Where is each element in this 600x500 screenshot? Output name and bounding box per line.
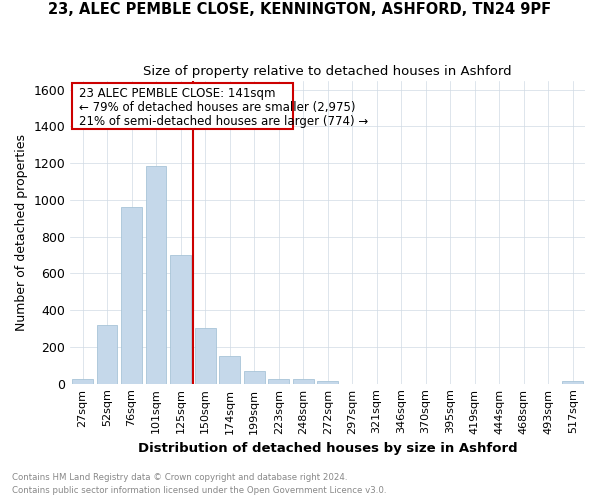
- Y-axis label: Number of detached properties: Number of detached properties: [15, 134, 28, 330]
- Bar: [293, 379, 314, 384]
- Bar: [121, 208, 142, 384]
- Bar: [219, 356, 240, 384]
- FancyBboxPatch shape: [71, 84, 293, 129]
- Bar: [317, 381, 338, 384]
- Bar: [562, 381, 583, 384]
- Bar: [146, 166, 166, 384]
- Bar: [194, 328, 215, 384]
- X-axis label: Distribution of detached houses by size in Ashford: Distribution of detached houses by size …: [138, 442, 517, 455]
- Text: 21% of semi-detached houses are larger (774) →: 21% of semi-detached houses are larger (…: [79, 114, 368, 128]
- Bar: [97, 325, 118, 384]
- Title: Size of property relative to detached houses in Ashford: Size of property relative to detached ho…: [143, 65, 512, 78]
- Bar: [72, 379, 93, 384]
- Text: Contains HM Land Registry data © Crown copyright and database right 2024.
Contai: Contains HM Land Registry data © Crown c…: [12, 474, 386, 495]
- Bar: [170, 255, 191, 384]
- Bar: [244, 371, 265, 384]
- Text: 23 ALEC PEMBLE CLOSE: 141sqm: 23 ALEC PEMBLE CLOSE: 141sqm: [79, 87, 275, 100]
- Text: ← 79% of detached houses are smaller (2,975): ← 79% of detached houses are smaller (2,…: [79, 101, 355, 114]
- Bar: [268, 379, 289, 384]
- Text: 23, ALEC PEMBLE CLOSE, KENNINGTON, ASHFORD, TN24 9PF: 23, ALEC PEMBLE CLOSE, KENNINGTON, ASHFO…: [49, 2, 551, 18]
